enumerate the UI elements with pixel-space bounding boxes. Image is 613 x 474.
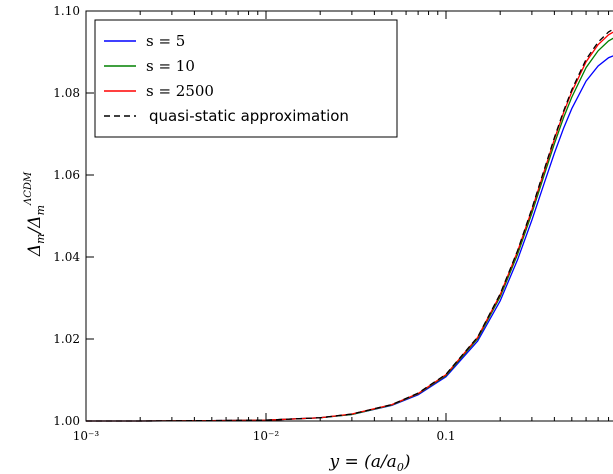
y-tick-label: 1.08 [53,86,80,100]
y-tick-label: 1.02 [53,332,80,346]
legend: s = 5 s = 10 s = 2500 quasi-static approxim… [94,19,398,138]
legend-label-2: s = 2500 [146,82,214,100]
ticks-layer [85,10,610,422]
series-layer [86,28,613,422]
legend-box [94,19,398,138]
x-tick-label: 10⁻² [253,429,280,443]
legend-label-3: quasi-static approximation [149,107,349,125]
x-tick-label: 0.1 [436,429,455,443]
x-tick-label: 10⁻³ [73,429,100,443]
y-tick-label: 1.06 [53,168,80,182]
legend-label-1: s = 10 [146,57,195,75]
x-axis-label: y = (a/a0) [329,452,411,474]
svg-text:Δm/ΔmΛCDM: Δm/ΔmΛCDM [23,171,47,257]
legend-label-0: s = 5 [146,32,185,50]
series-line-3 [86,28,613,422]
y-axis-label: Δm/ΔmΛCDM [23,171,47,257]
y-tick-label: 1.10 [53,4,80,18]
y-tick-label: 1.04 [53,250,80,264]
series-line-2 [86,31,613,422]
plot-frame [85,10,613,422]
y-tick-label: 1.00 [53,414,80,428]
